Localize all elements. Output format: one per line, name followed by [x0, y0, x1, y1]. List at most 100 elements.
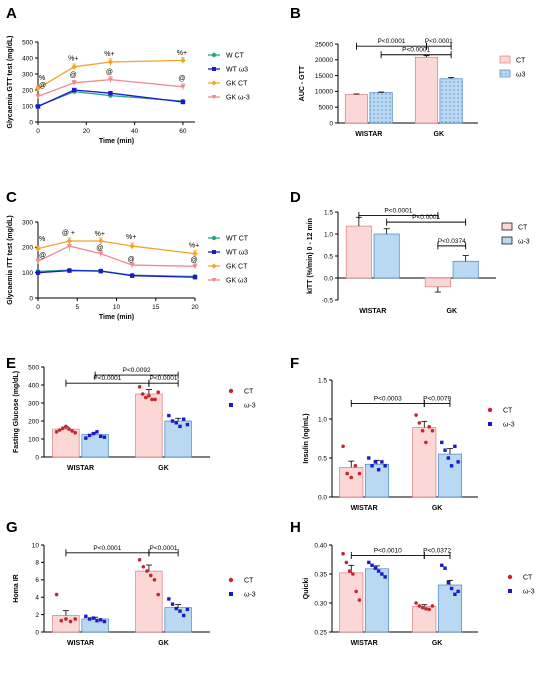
- data-point: [153, 397, 157, 402]
- x-tick-label: 10: [113, 304, 121, 311]
- legend-marker: [211, 263, 217, 269]
- panel-F: F 0.0 0.5 1.0 1.5 Insulin (ng/mL) WISTAR GK CT ω-…: [290, 355, 515, 512]
- data-point: [427, 607, 431, 612]
- data-point: [420, 428, 425, 433]
- y-tick-label: 500: [28, 364, 39, 371]
- legend-marker: [212, 250, 216, 254]
- panel-label: E: [6, 355, 16, 372]
- y-tick-label: 0.40: [314, 542, 327, 549]
- legend-marker-w3: [229, 592, 233, 596]
- data-point: [140, 392, 145, 396]
- data-point: [347, 569, 352, 573]
- legend-swatch-ct: [501, 222, 513, 231]
- significance-marker: @: [39, 252, 46, 259]
- data-point: [64, 424, 68, 429]
- y-tick-label: 300: [22, 71, 33, 78]
- data-point: [91, 616, 95, 620]
- legend-label: CT: [523, 575, 533, 582]
- data-point: [380, 572, 384, 576]
- significance-marker: %+: [104, 51, 114, 58]
- data-point: [357, 471, 362, 476]
- y-tick-label: 0.0: [318, 494, 327, 501]
- significance-marker: @: [96, 245, 103, 252]
- y-tick-label: 0: [329, 120, 333, 127]
- data-point: [446, 456, 451, 460]
- legend-label: GK ω-3: [226, 95, 250, 102]
- data-point: [430, 604, 435, 608]
- data-point: [84, 614, 88, 619]
- data-point: [71, 80, 77, 86]
- data-point: [446, 581, 451, 585]
- x-tick-label: 20: [191, 304, 199, 311]
- x-category-label: WISTAR: [359, 308, 386, 315]
- data-point: [102, 435, 107, 439]
- p-value-label: P<0.0001: [150, 545, 178, 552]
- y-tick-label: 0: [35, 454, 39, 461]
- data-point: [98, 238, 104, 244]
- data-point: [370, 563, 374, 567]
- bar-w3-wistar: [369, 92, 393, 124]
- panel-label: B: [290, 5, 301, 22]
- data-point: [453, 444, 457, 448]
- data-point: [417, 421, 422, 425]
- x-axis-title: Time (min): [99, 138, 134, 145]
- panel-label: G: [6, 519, 18, 536]
- x-tick-label: 0: [36, 128, 40, 135]
- y-tick-label: 200: [22, 245, 33, 252]
- data-point: [180, 99, 186, 105]
- p-value-label: P<0.0001: [384, 208, 412, 215]
- panel-H: H 0.25 0.30 0.35 0.40 Quicki WISTAR GK CT ω-3 P<0.…: [290, 519, 535, 647]
- legend-marker: [211, 235, 217, 241]
- legend-label: WT ω3: [226, 250, 248, 257]
- significance-marker: %: [39, 236, 45, 243]
- data-point: [170, 602, 175, 606]
- legend-label: ω-3: [244, 403, 256, 410]
- data-point: [99, 618, 103, 622]
- data-point: [145, 569, 149, 573]
- data-point: [349, 475, 354, 480]
- y-tick-label: 2: [35, 612, 39, 619]
- p-value-label: P<0.0001: [377, 38, 405, 45]
- y-tick-label: 100: [28, 436, 39, 443]
- significance-marker: @ +: [62, 230, 75, 237]
- data-point: [370, 464, 374, 468]
- p-value-label: P<0.0001: [402, 47, 430, 54]
- y-tick-label: -0.5: [322, 297, 334, 304]
- legend-label: GK CT: [226, 81, 248, 88]
- data-point: [453, 592, 457, 596]
- panel-B: B 0 5000 10000 15000 20000 25000 AUC - GTT WISTA…: [290, 5, 526, 138]
- p-value-label: P<0.0001: [93, 545, 121, 552]
- data-point: [35, 85, 41, 92]
- x-tick-label: 5: [75, 304, 79, 311]
- p-value-label: P<0.0001: [425, 38, 453, 45]
- data-point: [66, 244, 72, 249]
- data-point: [84, 436, 88, 440]
- data-point: [182, 417, 186, 421]
- panel-G: G 0 2 4 6 8 10 Homa IR WISTAR GK CT ω-3 P<0.0001 P<0.…: [6, 519, 256, 647]
- data-point: [72, 87, 77, 93]
- significance-marker: %+: [126, 234, 136, 241]
- panel-label: D: [290, 189, 301, 206]
- legend-label: CT: [503, 408, 513, 415]
- y-tick-label: 0: [29, 119, 33, 126]
- y-tick-label: 100: [22, 103, 33, 110]
- x-tick-label: 0: [36, 304, 40, 311]
- series-line-gk_w3: [37, 245, 196, 267]
- data-point: [108, 91, 113, 96]
- data-point: [150, 397, 154, 402]
- data-point: [137, 385, 142, 389]
- data-point: [71, 64, 78, 70]
- y-tick-label: 6: [35, 577, 39, 584]
- panel-label: A: [6, 5, 17, 22]
- legend-swatch-w3: [501, 236, 513, 245]
- data-point: [440, 563, 444, 567]
- data-point: [91, 431, 95, 436]
- x-category-label: WISTAR: [67, 465, 94, 472]
- legend-marker-ct: [228, 577, 234, 583]
- bar-ct-wistar: [344, 94, 369, 124]
- data-point: [414, 601, 418, 605]
- data-point: [345, 471, 349, 476]
- p-value-label: P<0.0003: [374, 395, 402, 402]
- data-point: [98, 251, 104, 257]
